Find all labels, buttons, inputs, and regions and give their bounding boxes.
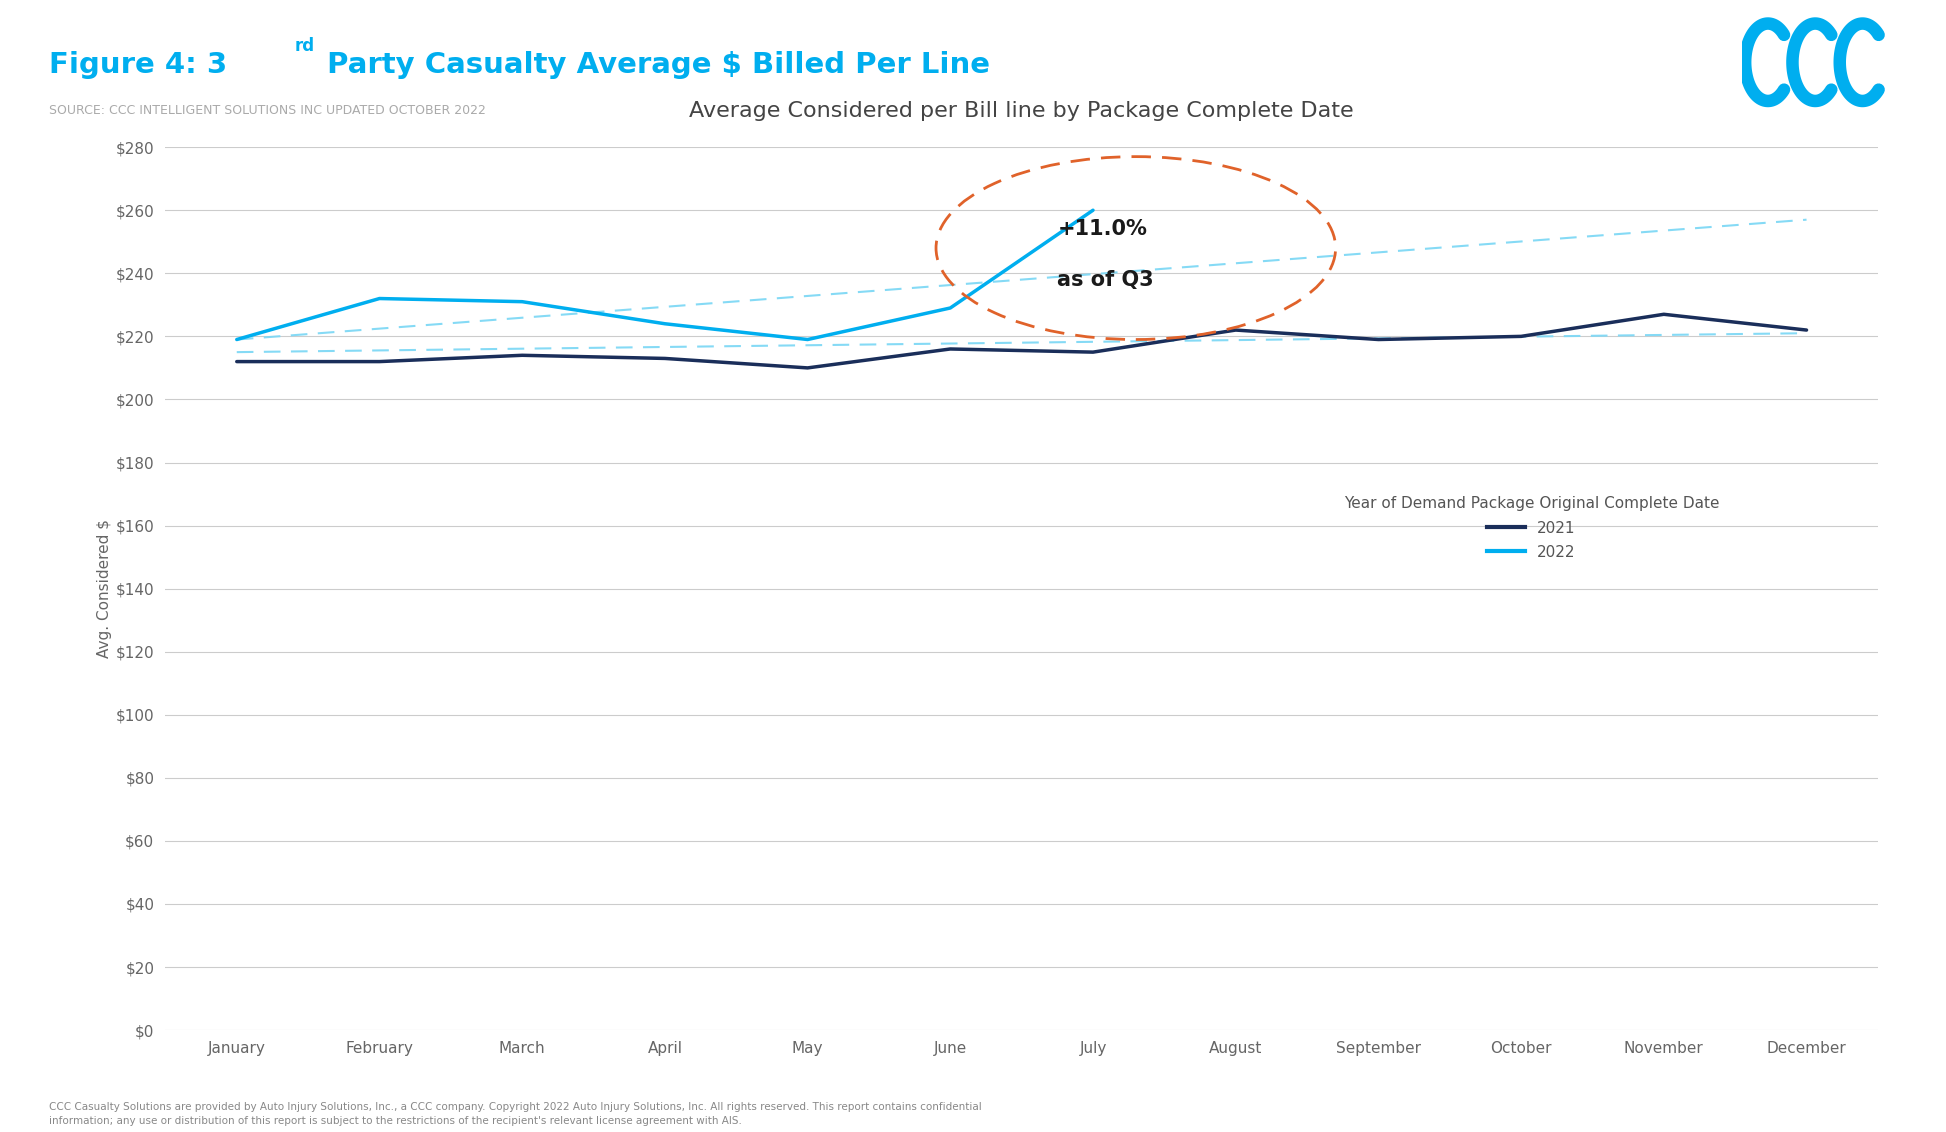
2021 xyxy=(1224,324,1247,337)
2021 xyxy=(1510,329,1533,343)
Line: 2022: 2022 xyxy=(237,211,1094,340)
Text: Figure 4: 3: Figure 4: 3 xyxy=(49,51,228,79)
2021 xyxy=(796,361,819,375)
Text: as of Q3: as of Q3 xyxy=(1057,269,1154,290)
2022 xyxy=(1082,204,1105,217)
2021 xyxy=(368,354,391,368)
2022 xyxy=(796,333,819,346)
2022 xyxy=(226,333,249,346)
Y-axis label: Avg. Considered $: Avg. Considered $ xyxy=(97,520,113,658)
2021 xyxy=(654,352,677,366)
Title: Average Considered per Bill line by Package Complete Date: Average Considered per Bill line by Pack… xyxy=(689,101,1354,121)
2022 xyxy=(510,294,533,308)
2021 xyxy=(1082,345,1105,359)
2021 xyxy=(226,354,249,368)
2022 xyxy=(654,317,677,331)
Text: CCC Casualty Solutions are provided by Auto Injury Solutions, Inc., a CCC compan: CCC Casualty Solutions are provided by A… xyxy=(49,1103,981,1126)
2022 xyxy=(938,301,961,315)
2022 xyxy=(368,292,391,306)
Text: Party Casualty Average $ Billed Per Line: Party Casualty Average $ Billed Per Line xyxy=(317,51,991,79)
2021 xyxy=(510,349,533,362)
Line: 2021: 2021 xyxy=(237,315,1806,368)
Text: rd: rd xyxy=(296,37,315,55)
Text: SOURCE: CCC INTELLIGENT SOLUTIONS INC UPDATED OCTOBER 2022: SOURCE: CCC INTELLIGENT SOLUTIONS INC UP… xyxy=(49,104,485,117)
Text: +11.0%: +11.0% xyxy=(1057,220,1148,239)
Legend: 2021, 2022: 2021, 2022 xyxy=(1337,490,1726,566)
2021 xyxy=(1652,308,1676,321)
2021 xyxy=(1794,324,1818,337)
2021 xyxy=(938,342,961,355)
2021 xyxy=(1366,333,1389,346)
